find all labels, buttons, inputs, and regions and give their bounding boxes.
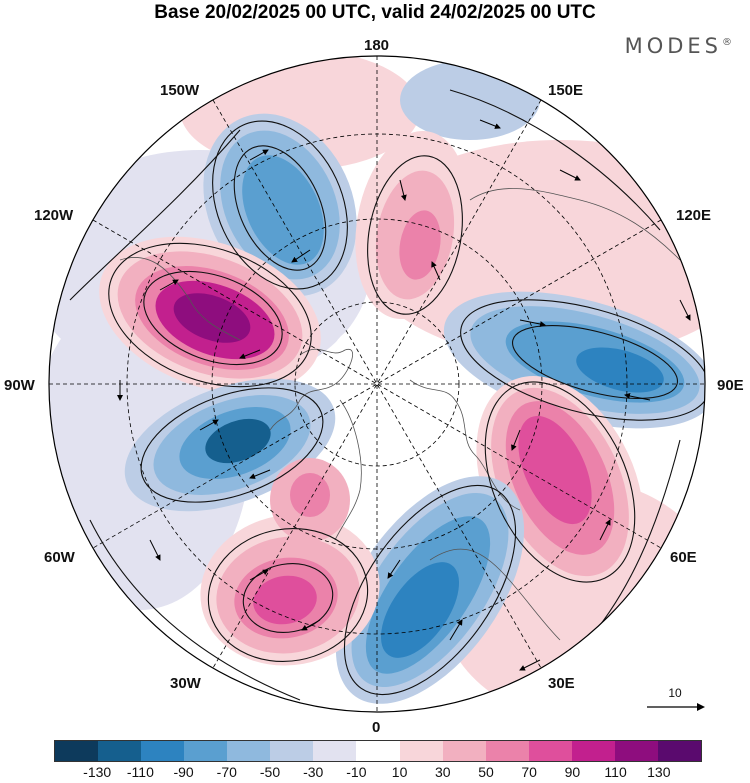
- colorbar-swatch: [184, 741, 228, 761]
- registered-mark: ®: [722, 37, 732, 48]
- colorbar: [54, 740, 702, 762]
- negative-anomaly-30e: [335, 476, 525, 704]
- lon-label-0: 0: [372, 719, 381, 736]
- lon-label-30w: 30W: [170, 675, 201, 692]
- lon-label-30e: 30E: [548, 675, 575, 692]
- lon-label-120w: 120W: [34, 207, 74, 224]
- colorbar-tick-label: -110: [126, 764, 154, 780]
- colorbar-swatch: [227, 741, 271, 761]
- colorbar-swatch: [399, 741, 443, 761]
- colorbar-tick-label: 10: [391, 764, 408, 780]
- colorbar-swatch: [356, 741, 400, 761]
- colorbar-tick-label: 130: [647, 764, 671, 780]
- colorbar-ticks: -130 -110 -90 -70 -50 -30 -10 10 30 50 70 90 110 130: [54, 764, 702, 782]
- map-border: [48, 55, 706, 713]
- lon-label-150w: 150W: [160, 82, 200, 99]
- wind-vectors: [117, 119, 691, 671]
- lon-label-90w: 90W: [4, 377, 35, 394]
- colorbar-tick-label: 30: [435, 764, 451, 780]
- colorbar-tick-label: -130: [83, 764, 112, 780]
- colorbar-tick-label: 110: [604, 764, 627, 780]
- coastlines: [119, 188, 681, 641]
- colorbar-tick-label: 90: [564, 764, 581, 780]
- reference-vector-label: 10: [668, 686, 682, 700]
- lon-label-60e: 60E: [670, 549, 697, 566]
- colorbar-swatch: [442, 741, 486, 761]
- colorbar-tick-label: -90: [173, 764, 194, 780]
- colorbar-swatch: [614, 741, 658, 761]
- colorbar-swatch: [528, 741, 572, 761]
- modes-logo: MODES®: [625, 34, 732, 58]
- colorbar-swatch: [55, 741, 99, 761]
- colorbar-tick-label: 70: [521, 764, 537, 780]
- lon-label-180: 180: [364, 37, 390, 54]
- colorbar-swatch: [313, 741, 357, 761]
- colorbar-swatch: [485, 741, 529, 761]
- map-disc: [49, 56, 705, 712]
- brand-text: MODES: [624, 34, 722, 58]
- colorbar-swatch: [98, 741, 142, 761]
- positive-anomaly-60e: [476, 376, 644, 594]
- colorbar-tick-label: -70: [216, 764, 237, 780]
- polar-map: [48, 55, 706, 713]
- lon-label-60w: 60W: [44, 549, 75, 566]
- map-title: Base 20/02/2025 00 UTC, valid 24/02/2025…: [154, 2, 596, 23]
- colorbar-swatch: [657, 741, 701, 761]
- colorbar-swatch: [141, 741, 185, 761]
- colorbar-tick-label: -50: [259, 764, 281, 780]
- lon-label-90e: 90E: [717, 377, 744, 394]
- reference-arrow-icon: [647, 703, 705, 711]
- colorbar-swatch: [571, 741, 615, 761]
- positive-anomaly-30w: [200, 514, 380, 666]
- colorbar-swatch: [270, 741, 314, 761]
- reference-vector: 10: [645, 686, 705, 716]
- positive-anomaly-greenland: [270, 458, 350, 542]
- colorbar-tick-label: -10: [346, 764, 367, 780]
- lon-label-150e: 150E: [548, 82, 584, 99]
- positive-anomaly-120w: [99, 236, 321, 394]
- colorbar-tick-label: 50: [478, 764, 494, 780]
- colorbar-tick-label: -30: [303, 764, 324, 780]
- lon-label-120e: 120E: [676, 207, 712, 224]
